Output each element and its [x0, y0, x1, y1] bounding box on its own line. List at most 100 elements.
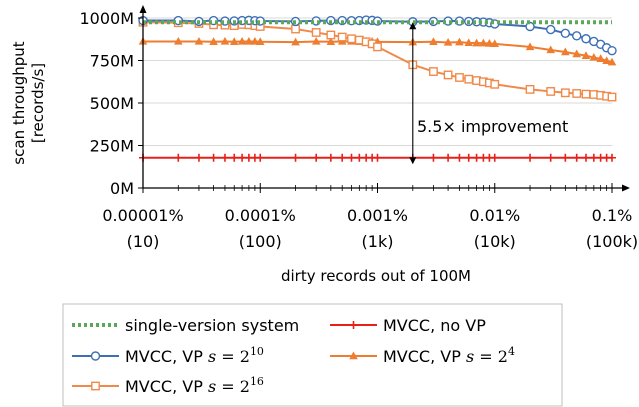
triangle-marker [326, 37, 336, 45]
triangle-marker [464, 38, 474, 47]
plus-marker [174, 153, 183, 162]
x-tick-sublabel: (100) [239, 232, 282, 251]
triangle-marker [291, 37, 300, 46]
x-tick-sublabel: (1k) [362, 232, 394, 251]
triangle-marker [485, 39, 494, 47]
x-tick-label: 0.001% [347, 206, 408, 225]
legend-label: MVCC, VP s = 24 [383, 345, 515, 366]
plus-marker [444, 153, 453, 162]
triangle-marker [229, 37, 239, 45]
circle-marker [607, 45, 617, 56]
triangle-marker [581, 51, 591, 59]
y-tick-label: 1000M [79, 9, 134, 28]
legend-entry: MVCC, no VP [330, 316, 486, 335]
y-axis-label: [records/s] [29, 63, 47, 143]
square-marker [607, 92, 617, 102]
plus-marker [312, 153, 321, 162]
x-tick-label: 0.01% [469, 206, 520, 225]
triangle-marker [589, 52, 599, 61]
plus-marker [589, 153, 598, 162]
plus-marker [472, 153, 481, 162]
triangle-marker [525, 42, 535, 51]
plus-marker [338, 153, 347, 162]
plus-marker [347, 153, 356, 162]
x-axis-label: dirty records out of 100M [281, 267, 471, 285]
plus-marker [373, 153, 382, 162]
plus-marker [490, 153, 499, 162]
plus-marker [572, 153, 581, 162]
triangle-marker [546, 45, 555, 54]
triangle-marker [596, 54, 605, 62]
square-marker [326, 30, 336, 40]
legend-label: single-version system [125, 316, 299, 335]
annotation-text: 5.5× improvement [417, 117, 568, 136]
x-axis-arrow [622, 184, 630, 192]
triangle-marker [311, 36, 321, 45]
y-tick-label: 0M [110, 179, 134, 198]
triangle-marker [237, 36, 247, 45]
triangle-marker [194, 36, 204, 45]
y-axis-arrow [139, 5, 147, 13]
square-marker [429, 67, 438, 76]
square-marker [581, 89, 591, 99]
annotation: 5.5× improvement [409, 22, 568, 165]
series-layer [138, 15, 617, 162]
legend-label: MVCC, VP s = 216 [125, 375, 264, 396]
series-line [142, 21, 613, 99]
triangle-marker [220, 36, 230, 45]
triangle-marker [349, 351, 358, 360]
triangle-marker [255, 37, 265, 45]
circle-marker [525, 21, 535, 32]
y-axis-label: scan throughput [10, 41, 28, 164]
square-marker [337, 32, 347, 42]
legend-box [62, 303, 563, 407]
triangle-marker [479, 38, 488, 47]
circle-marker [572, 31, 582, 41]
circle-marker [545, 24, 556, 35]
legend: single-version system MVCC, no VP MVCC, VP… [62, 303, 563, 407]
square-marker [455, 73, 464, 82]
legend-entry: single-version system [72, 316, 299, 335]
legend-entry: MVCC, VP s = 216 [72, 375, 264, 396]
triangle-marker [250, 36, 260, 45]
triangle-marker [173, 36, 183, 45]
series-4 [138, 17, 617, 102]
plus-marker [291, 153, 300, 162]
annotation-arrow-head [409, 22, 417, 30]
y-tick-label: 250M [90, 137, 134, 156]
legend-entry: MVCC, VP s = 24 [330, 345, 515, 366]
square-marker [464, 74, 474, 84]
x-tick-label: 0.00001% [102, 206, 183, 225]
x-tick-sublabel: (10k) [474, 232, 516, 251]
legend-entry: MVCC, VP s = 210 [72, 345, 264, 366]
triangle-marker [443, 37, 453, 46]
legend-label: MVCC, no VP [383, 316, 486, 335]
plus-marker [546, 153, 555, 162]
plus-marker [209, 153, 218, 162]
square-marker [291, 24, 300, 34]
plus-marker [464, 153, 473, 162]
plus-marker [230, 153, 239, 162]
square-marker [560, 88, 570, 98]
x-tick-sublabel: (10) [127, 232, 160, 251]
square-marker [546, 87, 556, 96]
triangle-marker [490, 39, 500, 48]
plus-marker [238, 153, 247, 162]
plus-marker [326, 153, 335, 162]
circle-marker [581, 34, 591, 44]
y-tick-label: 750M [90, 52, 134, 71]
plus-marker [455, 153, 464, 162]
triangle-marker [429, 37, 438, 45]
square-marker [373, 42, 382, 52]
x-tick-label: 0.1% [592, 206, 633, 225]
triangle-marker [472, 38, 481, 47]
square-marker [525, 84, 535, 94]
series-1 [139, 153, 616, 162]
plus-marker [256, 153, 265, 162]
x-tick-sublabel: (100k) [586, 232, 638, 251]
plus-marker [220, 153, 229, 162]
square-marker [572, 89, 582, 98]
plus-marker [526, 153, 535, 162]
square-marker [347, 34, 356, 44]
